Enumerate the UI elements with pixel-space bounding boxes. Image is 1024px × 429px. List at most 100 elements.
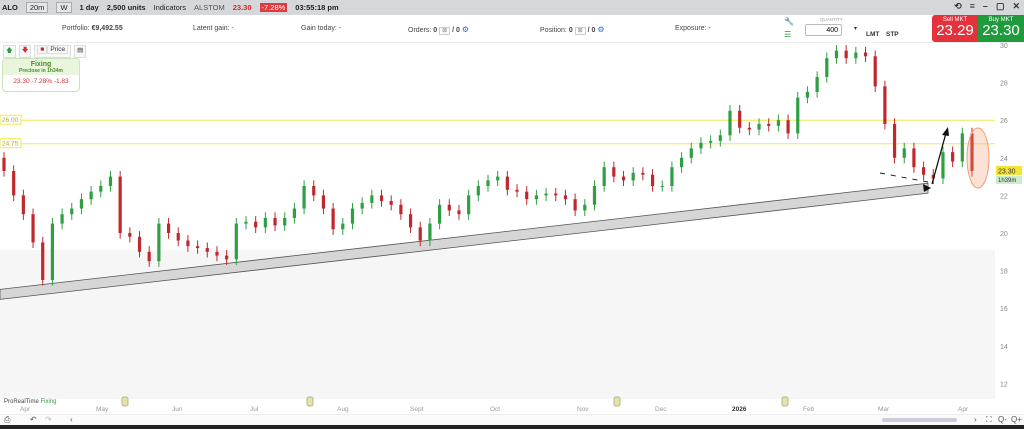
candle-body [844, 50, 848, 59]
candle-body [554, 193, 558, 196]
price-label: Price [47, 45, 69, 54]
candle-body [225, 255, 229, 260]
candle-body [815, 76, 819, 92]
indicators-button[interactable]: Indicators [153, 3, 187, 12]
bottom-toolbar: ⎙ ↶ ↷ ‹ › ⛶ Q- Q+ [0, 414, 1024, 425]
candle-body [21, 195, 25, 215]
stop-order-button[interactable]: STP [886, 31, 899, 38]
latent-gain[interactable]: Latent gain: - [193, 25, 234, 32]
candle-body [941, 152, 945, 179]
wrench-icon[interactable]: 🔧 [784, 17, 794, 26]
period-selector[interactable]: 1 day [79, 3, 99, 12]
grid-icon[interactable]: ▤ [74, 45, 87, 58]
sell-label: Sell MKT [942, 17, 968, 23]
symbol-selector[interactable]: ALO [2, 3, 18, 12]
maximize-icon[interactable]: ▢ [995, 1, 1005, 11]
position-chip[interactable]: ⊠ [574, 27, 586, 35]
candle-body [825, 58, 829, 77]
arrow-up-icon[interactable]: 🡅 [3, 45, 16, 58]
candle-body [863, 52, 868, 57]
fixing-value: 23.30 -7.28% -1.83 [13, 78, 69, 85]
zoom-in-icon[interactable]: Q+ [1011, 415, 1022, 424]
scrollbar[interactable] [882, 418, 957, 422]
x-tick-label: Jul [250, 406, 259, 413]
candle-body [680, 157, 684, 168]
y-tick-label: 30 [1000, 43, 1008, 50]
level-label-box [0, 114, 22, 125]
y-tick-label: 26 [1000, 118, 1008, 125]
arrow-down-icon[interactable]: 🡇 [18, 45, 32, 58]
gear-icon[interactable]: ⚙ [461, 25, 470, 34]
fixing-status: Fixing [40, 399, 57, 405]
interval-button[interactable]: 20m [25, 2, 49, 13]
candle-body [292, 208, 296, 218]
quantity-label: QUANTITY [820, 17, 843, 22]
candle-body [41, 242, 45, 280]
candle-body [922, 167, 926, 175]
candle-body [234, 223, 238, 260]
candle-body [137, 236, 142, 252]
close-icon[interactable]: ✕ [1012, 1, 1020, 11]
portfolio-value: €9,492.55 [91, 25, 123, 32]
candle-body [728, 110, 732, 136]
quantity-input[interactable] [805, 24, 842, 36]
chart-tools: 🡅 🡇 ■ Price ▤ [3, 45, 87, 58]
candle-body [960, 133, 964, 162]
scroll-right-icon[interactable]: › [974, 415, 977, 424]
candle-body [408, 214, 413, 228]
x-tick-label: Feb [803, 406, 815, 413]
minimize-icon[interactable]: – [982, 1, 988, 11]
candle-body [341, 223, 345, 230]
gear-icon[interactable]: ⚙ [597, 25, 605, 34]
x-tick-label: Oct [490, 406, 500, 413]
candle-body [612, 167, 616, 177]
trendline-channel [0, 182, 929, 300]
redo-icon[interactable]: ↷ [45, 415, 52, 424]
candle-body [273, 217, 277, 226]
candle-body [418, 227, 422, 241]
undo-icon[interactable]: ↶ [30, 415, 37, 424]
menu-icon[interactable]: ≡ [969, 1, 975, 11]
sell-market-button[interactable]: Sell MKT 23.29 [932, 15, 978, 42]
limit-order-button[interactable]: LMT [866, 31, 880, 38]
sell-price: 23.29 [936, 22, 974, 39]
gain-today[interactable]: Gain today: - [301, 25, 342, 32]
fullscreen-icon[interactable]: ⛶ [986, 415, 992, 424]
buy-market-button[interactable]: Buy MKT 23.30 [978, 15, 1024, 42]
price-chart[interactable]: 30 28 26 24 22 20 18 16 14 12 Apr May Jun Jul Aug Sept O… [0, 0, 1024, 414]
x-tick-label: Jun [172, 406, 183, 413]
price-button[interactable]: ■ Price [34, 45, 72, 58]
chevron-down-icon[interactable]: ▾ [854, 26, 858, 32]
change-badge: -7.28% [259, 3, 288, 12]
candle-body [389, 201, 393, 205]
scroll-left-icon[interactable]: ‹ [70, 415, 73, 424]
last-price: 23.30 [232, 3, 252, 12]
candle-body [805, 92, 810, 98]
candle-body [205, 248, 209, 252]
candle-body [118, 176, 122, 233]
candle-body [321, 195, 326, 209]
list-icon[interactable]: ☰ [784, 30, 792, 39]
y-tick-label: 24 [1000, 156, 1008, 163]
candle-body [776, 120, 780, 126]
candle-body [525, 191, 529, 200]
dashed-annotation [879, 172, 929, 183]
x-tick-label: May [96, 406, 109, 413]
event-marker [121, 396, 129, 407]
candle-body [467, 195, 471, 215]
candle-body [428, 223, 432, 241]
candle-body [331, 208, 335, 230]
exposure[interactable]: Exposure: - [675, 25, 711, 32]
candle-body [970, 133, 974, 171]
sync-icon[interactable]: ⟲ [954, 1, 962, 11]
save-icon[interactable]: ⎙ [4, 415, 11, 424]
orders-chip[interactable]: ⊠ [439, 27, 451, 35]
candle-body [350, 208, 355, 224]
candle-body [496, 176, 500, 181]
candle-body [757, 123, 761, 130]
zoom-out-icon[interactable]: Q- [998, 415, 1007, 424]
portfolio-label: Portfolio: [62, 25, 90, 32]
candle-body [166, 223, 171, 233]
weekly-button[interactable]: W [56, 2, 72, 13]
units-selector[interactable]: 2,500 units [106, 3, 146, 12]
